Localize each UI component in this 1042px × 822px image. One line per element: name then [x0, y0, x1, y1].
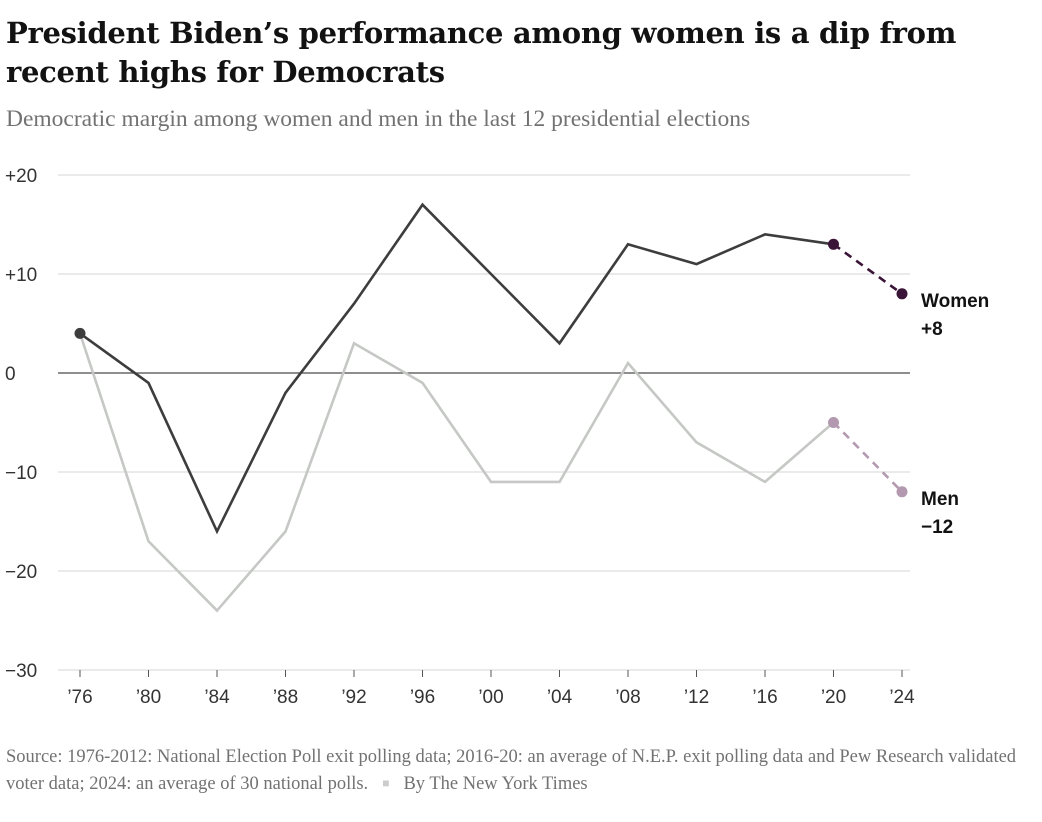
women-point-2020 [828, 238, 839, 250]
x-tick-label: ’92 [341, 687, 366, 708]
women-point-2024 [896, 288, 908, 300]
x-tick-label: ’84 [204, 687, 230, 708]
women-start-point [74, 327, 86, 339]
y-tick-label: −20 [5, 562, 37, 583]
y-tick-label: +20 [5, 166, 37, 187]
men-end-value-label: −12 [921, 517, 953, 538]
y-tick-label: 0 [5, 364, 16, 385]
x-tick-label: ’80 [136, 687, 161, 708]
men-series-line [78, 332, 835, 613]
chart-subtitle: Democratic margin among women and men in… [6, 106, 751, 132]
y-tick-label: −10 [5, 463, 37, 484]
men-point-2024 [896, 486, 908, 498]
women-end-value-label: +8 [921, 319, 943, 340]
separator-square: ■ [382, 776, 390, 790]
men-projection-line [832, 421, 903, 493]
y-axis-ticks: +20 +10 0 −10 −20 −30 [5, 166, 37, 682]
x-tick-label: ’96 [410, 687, 435, 708]
gridlines [58, 174, 910, 671]
y-tick-label: +10 [5, 265, 37, 286]
chart-footer: Source: 1976-2012: National Election Pol… [6, 744, 1026, 799]
x-tick-label: ’16 [752, 687, 777, 708]
chart-title: President Biden’s performance among wome… [6, 16, 957, 89]
end-labels: Men −12 Women +8 [921, 291, 989, 538]
x-tick-label: ’20 [821, 687, 846, 708]
men-series-label: Men [921, 489, 959, 510]
byline: By The New York Times [403, 774, 588, 794]
x-tick-label: ’24 [889, 687, 915, 708]
x-axis-ticks: ’76 ’80 ’84 ’88 ’92 ’96 ’00 ’04 ’08 ’12 ’16 ’20 ’24 [67, 670, 915, 708]
women-projection-line [832, 243, 903, 295]
x-tick-label: ’08 [615, 687, 640, 708]
women-series-line [79, 202, 834, 535]
x-tick-label: ’00 [478, 687, 503, 708]
women-series-label: Women [921, 291, 989, 312]
y-tick-label: −30 [5, 661, 37, 682]
line-chart: +20 +10 0 −10 −20 −30 ’76 ’80 ’84 ’88 ’92 ’96 ’00 ’0… [5, 166, 989, 708]
series-lines [74, 202, 908, 613]
x-tick-label: ’12 [684, 687, 709, 708]
men-point-2020 [828, 417, 839, 428]
x-tick-label: ’88 [273, 687, 298, 708]
x-tick-label: ’04 [547, 687, 573, 708]
x-tick-label: ’76 [67, 687, 92, 708]
source-note: Source: 1976-2012: National Election Pol… [6, 747, 1017, 794]
